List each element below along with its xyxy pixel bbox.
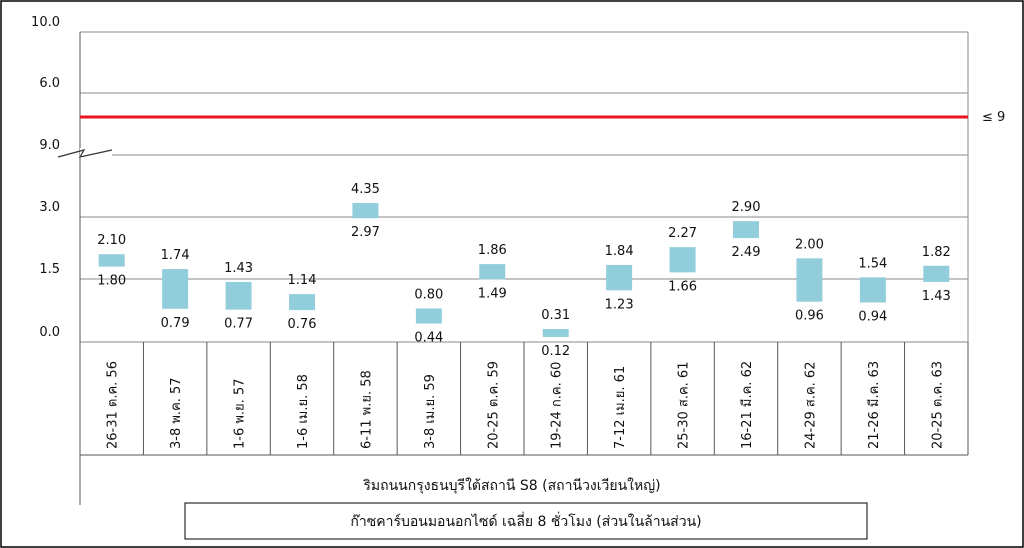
x-category-label: 1-6 เม.ย. 58: [296, 374, 311, 449]
x-category-label: 7-12 เม.ย. 61: [613, 366, 628, 449]
range-bar: [479, 264, 506, 280]
range-bar: [542, 328, 569, 337]
axis-layer: 10.0 6.0 9.0 3.0 1.5 0.0 ≤ 9: [31, 15, 1005, 505]
legend-text: ก๊าซคาร์บอนมอนอกไซด์ เฉลี่ย 8 ชั่วโมง (ส…: [350, 512, 701, 530]
x-category-label: 21-26 มี.ค. 63: [866, 361, 882, 449]
range-bar: [415, 308, 442, 324]
data-label-low: 0.76: [288, 317, 317, 332]
range-bar: [733, 221, 759, 239]
x-axis-title: ริมถนนกรุงธนบุรีใต้สถานี S8 (สถานีวงเวีย…: [363, 477, 661, 494]
data-label-low: 1.23: [605, 297, 634, 312]
data-label-low: 0.44: [414, 331, 443, 346]
data-label-high: 4.35: [351, 182, 380, 197]
y-tick-label: 10.0: [31, 15, 60, 30]
x-category-label: 16-21 มี.ค. 62: [739, 361, 755, 449]
data-label-high: 1.54: [858, 256, 887, 271]
x-category-label: 20-25 ต.ค. 63: [930, 361, 945, 449]
grid-layer: [80, 31, 968, 343]
data-label-low: 0.96: [795, 309, 824, 324]
data-label-high: 2.27: [668, 226, 697, 241]
data-label-low: 1.43: [922, 289, 951, 304]
data-label-high: 0.31: [541, 308, 570, 323]
data-label-high: 2.90: [732, 200, 761, 215]
range-bar: [606, 264, 633, 291]
data-label-low: 1.49: [478, 286, 507, 301]
data-label-low: 0.94: [858, 310, 887, 325]
x-category-label: 24-29 ส.ค. 62: [803, 362, 818, 449]
range-bar: [162, 269, 189, 309]
x-category-label: 20-25 ต.ค. 59: [486, 361, 501, 449]
x-category-label: 19-24 ก.ค. 60: [550, 362, 565, 449]
data-label-low: 1.80: [97, 274, 126, 289]
data-label-low: 2.97: [351, 225, 380, 240]
labels-layer: 2.10 1.80 26-31 ต.ค. 56 1.74 0.79 3-8 พ.ค. 57…: [97, 182, 951, 449]
x-category-label: 25-30 ส.ค. 61: [677, 362, 692, 449]
range-bar: [669, 247, 696, 273]
axis-break-marker: [57, 149, 113, 158]
range-bar: [859, 277, 886, 303]
data-label-high: 1.84: [605, 244, 634, 259]
range-bar: [352, 203, 379, 219]
x-category-label: 3-8 พ.ค. 57: [169, 377, 184, 449]
x-category-label: 3-8 เม.ย. 59: [423, 374, 438, 449]
range-bar: [289, 294, 315, 311]
data-label-low: 2.49: [732, 245, 761, 260]
data-label-low: 0.12: [541, 344, 570, 359]
y-tick-label: 1.5: [39, 262, 60, 277]
x-category-label: 1-6 พ.ย. 57: [233, 379, 248, 450]
range-bar: [796, 258, 823, 302]
y-tick-label: 6.0: [39, 76, 60, 91]
range-bar: [923, 265, 950, 282]
data-label-high: 1.82: [922, 245, 951, 260]
x-category-label: 6-11 พ.ย. 58: [359, 370, 374, 449]
data-label-low: 0.79: [161, 316, 190, 331]
data-label-low: 1.66: [668, 279, 697, 294]
bars-layer: [98, 203, 950, 337]
range-bar: [98, 254, 125, 267]
data-label-high: 1.74: [161, 248, 190, 263]
legend-box: [184, 502, 868, 540]
x-category-label: 26-31 ต.ค. 56: [106, 361, 121, 449]
data-label-high: 1.14: [288, 273, 317, 288]
data-label-low: 0.77: [224, 317, 253, 332]
data-label-high: 2.00: [795, 237, 824, 252]
y-tick-label: 0.0: [39, 325, 60, 340]
range-bar: [225, 281, 252, 310]
data-label-high: 0.80: [414, 287, 443, 302]
y-tick-label: 3.0: [39, 200, 60, 215]
y-tick-label: 9.0: [39, 138, 60, 153]
data-label-high: 2.10: [97, 233, 126, 248]
data-label-high: 1.43: [224, 261, 253, 276]
data-label-high: 1.86: [478, 243, 507, 258]
limit-line-label: ≤ 9: [982, 110, 1005, 125]
